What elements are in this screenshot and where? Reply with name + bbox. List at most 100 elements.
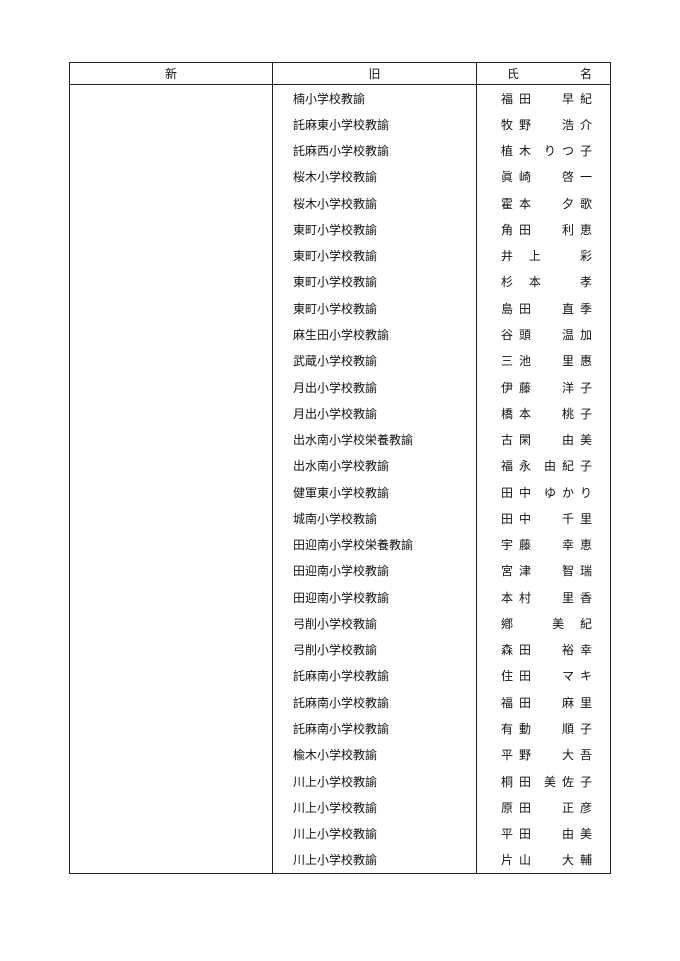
person-name: 宇藤 幸恵 bbox=[476, 531, 611, 558]
person-name: 有動 順子 bbox=[476, 715, 611, 742]
given-name: 夕歌 bbox=[561, 196, 598, 211]
header-name: 氏名 bbox=[476, 62, 611, 85]
table-row: 健軍東小学校教諭 田中 ゆかり bbox=[69, 478, 611, 506]
family-name: 眞崎 bbox=[501, 170, 538, 185]
header-name-family: 氏 bbox=[507, 67, 520, 81]
old-position: 東町小学校教諭 bbox=[272, 242, 477, 269]
new-position bbox=[69, 662, 273, 690]
family-name: 角田 bbox=[501, 222, 538, 237]
family-name: 古閑 bbox=[501, 433, 538, 448]
table-row: 託麻東小学校教諭 牧野 浩介 bbox=[69, 111, 611, 138]
old-position: 桜木小学校教諭 bbox=[272, 163, 477, 191]
new-position bbox=[69, 190, 273, 217]
table-row: 川上小学校教諭 桐田 美佐子 bbox=[69, 767, 611, 795]
new-position bbox=[69, 636, 273, 663]
person-name: 福田 早紀 bbox=[476, 84, 611, 112]
person-name: 霍本 夕歌 bbox=[476, 190, 611, 217]
given-name: 由紀子 bbox=[543, 459, 598, 474]
given-name: 里香 bbox=[561, 590, 598, 605]
given-name: 順子 bbox=[561, 722, 598, 736]
given-name: 啓一 bbox=[561, 170, 598, 185]
new-position bbox=[69, 741, 273, 768]
table-row: 弓削小学校教諭 森田 裕幸 bbox=[69, 636, 611, 663]
header-name-given: 名 bbox=[579, 67, 592, 81]
family-name: 霍本 bbox=[501, 196, 538, 211]
table-row: 川上小学校教諭 片山 大輔 bbox=[69, 846, 611, 874]
given-name: りつ子 bbox=[543, 144, 598, 159]
person-name: 原田 正彦 bbox=[476, 794, 611, 821]
new-position bbox=[69, 794, 273, 821]
person-name: 平田 由美 bbox=[476, 820, 611, 847]
new-position bbox=[69, 321, 273, 348]
person-name: 谷頭 温加 bbox=[476, 321, 611, 348]
old-position: 託麻南小学校教諭 bbox=[272, 715, 477, 742]
new-position bbox=[69, 478, 273, 506]
old-position: 桜木小学校教諭 bbox=[272, 190, 477, 217]
family-name: 福田 bbox=[501, 695, 538, 710]
old-position: 田迎南小学校教諭 bbox=[272, 557, 477, 585]
new-position bbox=[69, 426, 273, 453]
given-name: 彩 bbox=[579, 249, 598, 264]
family-name: 牧野 bbox=[501, 117, 538, 132]
given-name: 大吾 bbox=[561, 748, 598, 763]
new-position bbox=[69, 373, 273, 401]
old-position: 田迎南小学校教諭 bbox=[272, 584, 477, 611]
old-position: 東町小学校教諭 bbox=[272, 216, 477, 243]
family-name: 田中 bbox=[501, 485, 538, 500]
person-name: 福田 麻里 bbox=[476, 689, 611, 716]
new-position bbox=[69, 820, 273, 847]
person-name: 牧野 浩介 bbox=[476, 111, 611, 138]
new-position bbox=[69, 163, 273, 191]
old-position: 月出小学校教諭 bbox=[272, 373, 477, 401]
new-position bbox=[69, 610, 273, 637]
family-name: 島田 bbox=[501, 301, 538, 316]
family-name: 橋本 bbox=[501, 406, 538, 421]
new-position bbox=[69, 111, 273, 138]
old-position: 月出小学校教諭 bbox=[272, 400, 477, 427]
given-name: 智瑞 bbox=[561, 564, 598, 579]
given-name: マキ bbox=[561, 669, 598, 684]
new-position bbox=[69, 242, 273, 269]
given-name: 温加 bbox=[561, 328, 598, 343]
family-name: 井 上 bbox=[501, 249, 547, 264]
family-name: 谷頭 bbox=[501, 328, 538, 343]
new-position bbox=[69, 505, 273, 532]
person-name: 鄕美 紀 bbox=[476, 610, 611, 637]
new-position bbox=[69, 531, 273, 558]
old-position: 楡木小学校教諭 bbox=[272, 741, 477, 768]
given-name: 幸恵 bbox=[561, 538, 598, 553]
old-position: 川上小学校教諭 bbox=[272, 846, 477, 874]
new-position bbox=[69, 347, 273, 374]
family-name: 平田 bbox=[501, 827, 538, 842]
table-row: 楠小学校教諭 福田 早紀 bbox=[69, 84, 611, 112]
new-position bbox=[69, 137, 273, 164]
person-name: 橋本 桃子 bbox=[476, 400, 611, 427]
given-name: 美佐子 bbox=[543, 774, 598, 789]
old-position: 城南小学校教諭 bbox=[272, 505, 477, 532]
person-name: 古閑 由美 bbox=[476, 426, 611, 453]
old-position: 弓削小学校教諭 bbox=[272, 610, 477, 637]
old-position: 武蔵小学校教諭 bbox=[272, 347, 477, 374]
family-name: 有動 bbox=[501, 722, 538, 736]
person-name: 片山 大輔 bbox=[476, 846, 611, 874]
person-name: 森田 裕幸 bbox=[476, 636, 611, 663]
table-row: 託麻南小学校教諭 有動 順子 bbox=[69, 715, 611, 742]
person-name: 平野 大吾 bbox=[476, 741, 611, 768]
new-position bbox=[69, 400, 273, 427]
person-name: 眞崎 啓一 bbox=[476, 163, 611, 191]
table-row: 川上小学校教諭 原田 正彦 bbox=[69, 794, 611, 821]
table-row: 桜木小学校教諭 眞崎 啓一 bbox=[69, 163, 611, 191]
given-name: 千里 bbox=[561, 511, 598, 526]
given-name: 裕幸 bbox=[561, 643, 598, 658]
table-row: 東町小学校教諭 杉 本 孝 bbox=[69, 268, 611, 296]
old-position: 楠小学校教諭 bbox=[272, 84, 477, 112]
old-position: 出水南小学校教諭 bbox=[272, 452, 477, 479]
table-row: 託麻西小学校教諭 植木 りつ子 bbox=[69, 137, 611, 164]
old-position: 託麻南小学校教諭 bbox=[272, 689, 477, 716]
new-position bbox=[69, 452, 273, 479]
family-name: 本村 bbox=[501, 590, 538, 605]
given-name: 孝 bbox=[579, 275, 598, 290]
table-row: 田迎南小学校栄養教諭 宇藤 幸恵 bbox=[69, 531, 611, 558]
person-name: 本村 里香 bbox=[476, 584, 611, 611]
table-row: 田迎南小学校教諭 宮津 智瑞 bbox=[69, 557, 611, 585]
